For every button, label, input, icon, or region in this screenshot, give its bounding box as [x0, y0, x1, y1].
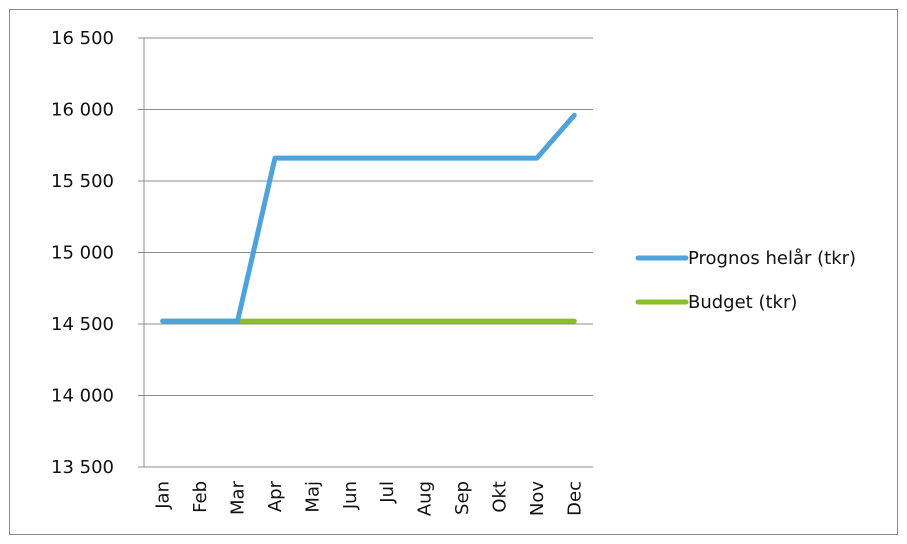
legend: Prognos helår (tkr) Budget (tkr): [635, 248, 856, 313]
y-tick-label: 15 000: [51, 243, 114, 264]
x-tick-label: Jul: [377, 481, 398, 504]
legend-label: Prognos helår (tkr): [688, 248, 856, 269]
chart-frame: [9, 9, 898, 535]
x-tick-label: Okt: [489, 481, 510, 513]
x-tick-label: Feb: [190, 481, 211, 513]
axes: [138, 37, 145, 468]
x-tick-label: Mar: [228, 480, 249, 515]
y-tick-label: 16 500: [51, 28, 114, 49]
series-line-0: [160, 112, 577, 324]
x-tick-label: Sep: [452, 481, 473, 515]
x-tick-label: Nov: [527, 481, 548, 516]
x-axis-ticks: Jan Feb Mar Apr Maj Jun Jul Aug Sep Okt Nov Dec: [153, 480, 586, 516]
x-tick-label: Jun: [340, 481, 361, 510]
x-tick-label: Maj: [302, 481, 323, 513]
y-tick-label: 14 500: [51, 314, 114, 335]
gridlines: [144, 37, 593, 468]
y-axis-ticks: 13 500 14 000 14 500 15 000 15 500 16 000 16 5…: [51, 28, 114, 478]
y-tick-label: 13 500: [51, 457, 114, 478]
y-tick-label: 16 000: [51, 100, 114, 121]
x-tick-label: Jan: [153, 481, 174, 510]
y-tick-label: 14 000: [51, 386, 114, 407]
series-lines: [160, 112, 577, 324]
x-tick-label: Aug: [415, 481, 436, 516]
y-tick-label: 15 500: [51, 171, 114, 192]
legend-label: Budget (tkr): [688, 292, 797, 313]
x-tick-label: Dec: [564, 481, 585, 516]
x-tick-label: Apr: [265, 480, 286, 512]
